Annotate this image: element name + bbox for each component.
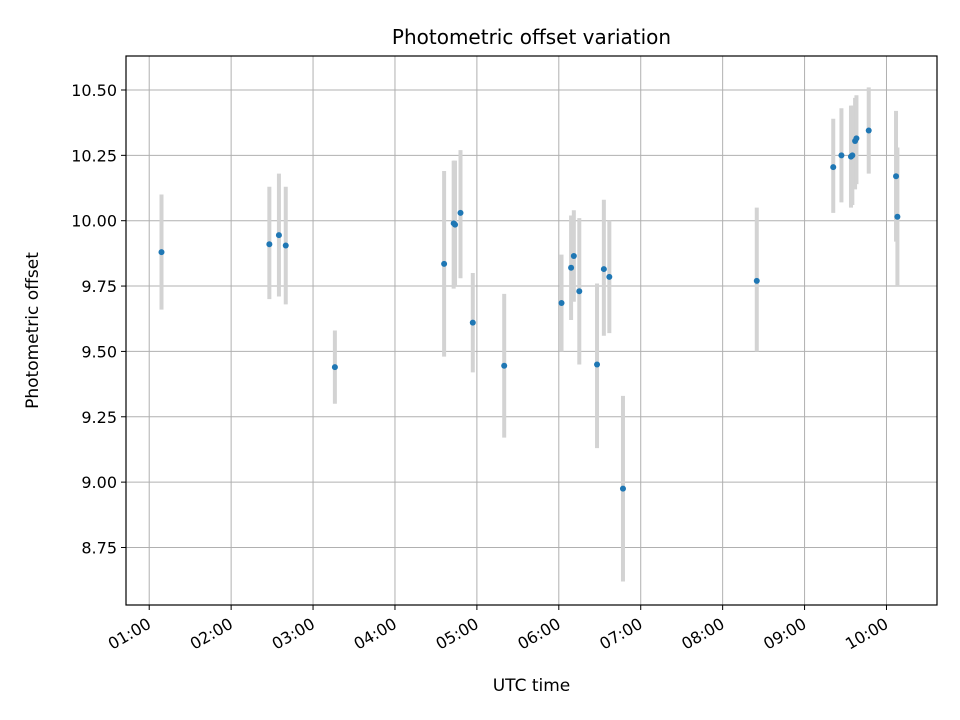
x-tick-label: 04:00	[351, 614, 400, 654]
data-point	[753, 277, 760, 284]
data-point	[830, 164, 837, 171]
data-point	[606, 273, 613, 280]
y-tick-label: 9.50	[81, 342, 117, 361]
data-point	[568, 264, 575, 271]
data-point	[893, 173, 900, 180]
x-tick-label: 09:00	[760, 614, 809, 654]
y-tick-label: 8.75	[81, 538, 117, 557]
data-point	[469, 319, 476, 326]
y-axis-title: Photometric offset	[23, 252, 43, 409]
data-point	[576, 288, 583, 295]
data-point	[501, 362, 508, 369]
data-point	[838, 152, 845, 159]
x-axis-title: UTC time	[493, 676, 571, 696]
error-bars	[159, 87, 900, 582]
data-point	[457, 209, 464, 216]
y-tick-label: 10.25	[71, 146, 117, 165]
data-point	[558, 300, 565, 307]
x-axis-ticks: 01:00 02:00 03:00 04:00 05:00 06:00 07:00 08:00…	[105, 605, 891, 654]
y-axis-ticks: 8.75 9.00 9.25 9.50 9.75 10.00 10.25 10.50	[71, 81, 126, 557]
data-point	[570, 252, 577, 259]
data-point	[600, 266, 607, 273]
x-tick-label: 01:00	[105, 614, 154, 654]
x-tick-label: 05:00	[432, 614, 481, 654]
data-point	[594, 361, 601, 368]
chart-title: Photometric offset variation	[392, 25, 671, 49]
x-tick-label: 10:00	[842, 614, 891, 654]
data-point	[282, 242, 289, 249]
data-point	[275, 232, 282, 239]
data-point	[331, 364, 338, 371]
x-tick-label: 02:00	[187, 614, 236, 654]
data-point	[849, 152, 856, 159]
x-tick-label: 07:00	[596, 614, 645, 654]
x-tick-label: 06:00	[514, 614, 563, 654]
data-point	[452, 221, 459, 228]
y-tick-label: 10.00	[71, 212, 117, 231]
data-point	[894, 213, 901, 220]
y-tick-label: 10.50	[71, 81, 117, 100]
data-point	[865, 127, 872, 134]
data-points	[158, 127, 901, 492]
x-tick-label: 03:00	[269, 614, 318, 654]
y-tick-label: 9.25	[81, 408, 117, 427]
data-point	[266, 241, 273, 248]
data-point	[441, 260, 448, 267]
data-point	[853, 135, 860, 142]
y-tick-label: 9.00	[81, 473, 117, 492]
x-tick-label: 08:00	[678, 614, 727, 654]
data-point	[619, 485, 626, 492]
plot-frame	[125, 55, 938, 606]
y-tick-label: 9.75	[81, 277, 117, 296]
grid	[126, 56, 937, 605]
data-point	[158, 249, 165, 256]
